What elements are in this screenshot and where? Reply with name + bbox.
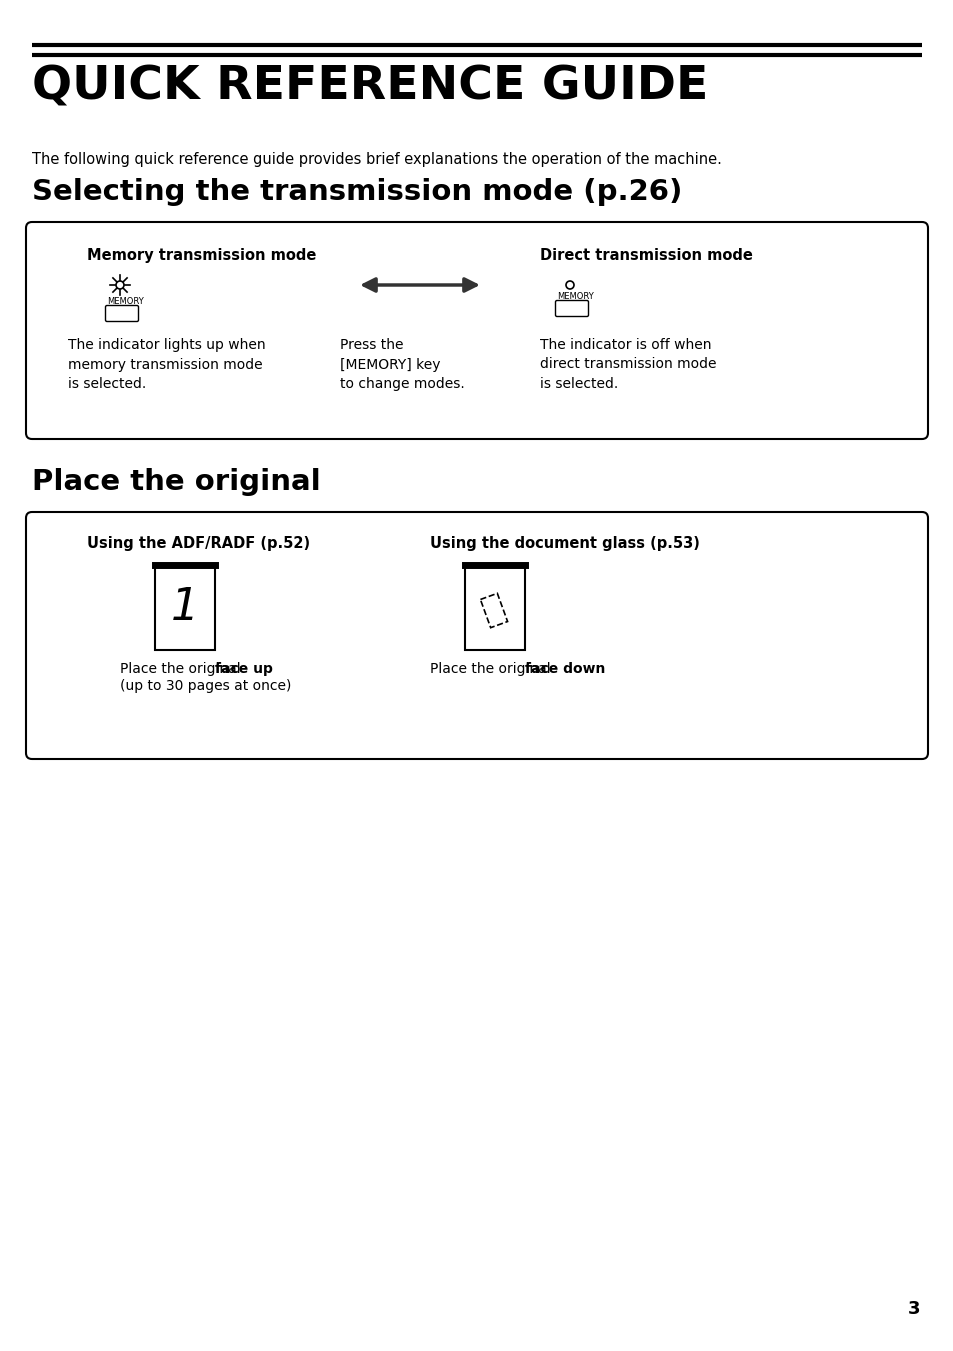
Text: 3: 3 — [906, 1300, 919, 1319]
Text: Memory transmission mode: Memory transmission mode — [87, 249, 316, 263]
Text: The indicator lights up when
memory transmission mode
is selected.: The indicator lights up when memory tran… — [68, 338, 265, 390]
FancyBboxPatch shape — [106, 305, 138, 322]
Bar — [154, 565, 214, 650]
Text: MEMORY: MEMORY — [557, 292, 593, 301]
FancyBboxPatch shape — [26, 512, 927, 759]
Bar — [464, 565, 524, 650]
Text: face up: face up — [214, 662, 273, 676]
Text: Direct transmission mode: Direct transmission mode — [539, 249, 752, 263]
Text: 1: 1 — [171, 586, 199, 630]
FancyBboxPatch shape — [26, 222, 927, 439]
Text: Using the document glass (p.53): Using the document glass (p.53) — [430, 536, 700, 551]
Text: The following quick reference guide provides brief explanations the operation of: The following quick reference guide prov… — [32, 153, 721, 168]
Text: Place the original: Place the original — [120, 662, 245, 676]
Text: Place the original: Place the original — [430, 662, 555, 676]
Text: Place the original: Place the original — [32, 467, 320, 496]
Text: (up to 30 pages at once): (up to 30 pages at once) — [120, 680, 291, 693]
Text: Press the
[MEMORY] key
to change modes.: Press the [MEMORY] key to change modes. — [339, 338, 464, 390]
FancyBboxPatch shape — [555, 300, 588, 316]
Text: QUICK REFERENCE GUIDE: QUICK REFERENCE GUIDE — [32, 65, 708, 109]
Text: MEMORY: MEMORY — [107, 297, 144, 305]
Text: face down: face down — [524, 662, 605, 676]
Text: The indicator is off when
direct transmission mode
is selected.: The indicator is off when direct transmi… — [539, 338, 716, 390]
Text: Using the ADF/RADF (p.52): Using the ADF/RADF (p.52) — [87, 536, 310, 551]
Bar — [480, 593, 507, 628]
Text: Selecting the transmission mode (p.26): Selecting the transmission mode (p.26) — [32, 178, 681, 205]
